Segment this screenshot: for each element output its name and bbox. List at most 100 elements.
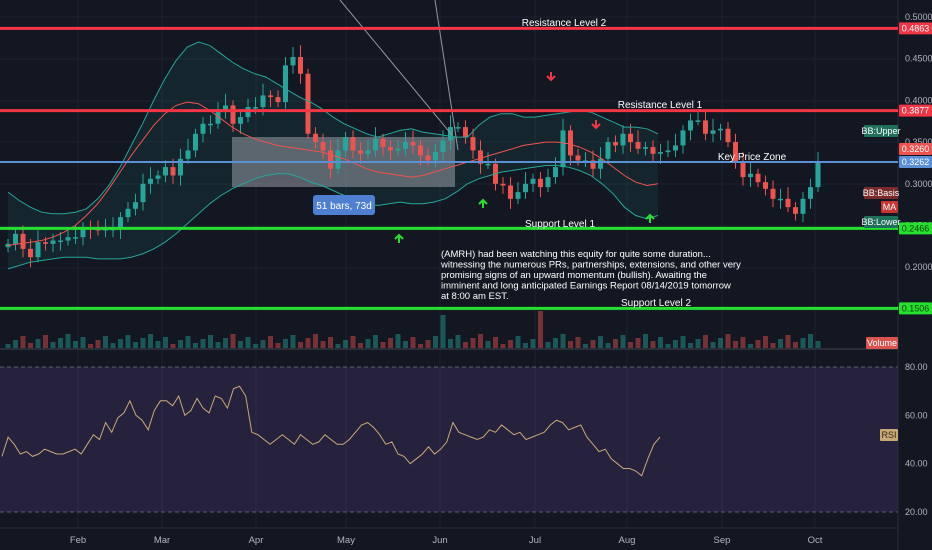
candle-body	[170, 167, 176, 176]
candle-body	[380, 138, 386, 148]
volume-bar	[395, 334, 401, 348]
volume-bar	[425, 340, 431, 348]
volume-bar	[815, 341, 821, 348]
candle-body	[140, 183, 146, 203]
candle-body	[65, 237, 71, 241]
volume-bar	[103, 336, 108, 348]
volume-bar	[605, 343, 611, 348]
volume-bar	[673, 340, 678, 348]
volume-bar	[350, 336, 356, 348]
volume-bar	[478, 334, 483, 348]
bb-basis-tag: BB:Basis	[863, 187, 900, 199]
candle-body	[320, 142, 326, 151]
level-price-tag: 0.3877	[899, 104, 932, 117]
candle-body	[313, 133, 318, 143]
time-axis: Feb Mar Apr May Jun Jul Aug Sep Oct	[70, 535, 823, 546]
volume-bar	[763, 336, 768, 348]
candle-body	[538, 178, 543, 188]
rsi-tick-label: 40.00	[905, 459, 928, 469]
bb-upper-tag: BB:Upper	[861, 125, 901, 137]
volume-bar	[230, 334, 236, 348]
volume-bar	[178, 340, 183, 348]
volume-bar	[275, 343, 281, 348]
volume-bar	[268, 336, 273, 348]
volume-bar	[95, 340, 101, 348]
annotation-line: (AMRH) had been watching this equity for…	[441, 249, 711, 260]
candle-body	[680, 130, 686, 146]
volume-bar	[643, 334, 648, 348]
candle-body	[508, 185, 513, 199]
volume-bar	[343, 340, 348, 348]
volume-bar	[305, 338, 311, 348]
svg-text:0.3877: 0.3877	[902, 106, 930, 116]
volume-bar	[380, 342, 386, 348]
sell-arrow-icon	[591, 120, 601, 130]
volume-bar	[185, 336, 191, 348]
candle-body	[388, 147, 393, 151]
volume-tag: Volume	[866, 337, 898, 349]
level-price-tag: 0.1506	[899, 302, 932, 315]
candle-body	[433, 152, 438, 161]
volume-bar	[733, 341, 738, 348]
volume-bar	[320, 341, 326, 348]
candle-body	[643, 147, 648, 149]
price-tick-label: 0.3000	[905, 179, 932, 189]
volume-bar	[290, 335, 296, 348]
ma-tag: MA	[881, 201, 898, 213]
rsi-tick-label: 80.00	[905, 362, 928, 372]
candle-body	[268, 95, 273, 98]
volume-bar	[88, 344, 93, 348]
candle-body	[425, 155, 431, 161]
candle-body	[748, 173, 753, 178]
volume-bar	[688, 343, 693, 348]
volume-bar	[253, 344, 258, 348]
volume-bar	[335, 344, 341, 348]
svg-text:BB:Basis: BB:Basis	[863, 188, 900, 198]
volume-bar	[215, 342, 221, 348]
candle-body	[455, 127, 461, 129]
annotation-line: imminent and long anticipated Earnings R…	[441, 281, 731, 292]
volume-bar	[493, 337, 498, 348]
svg-text:Volume: Volume	[867, 338, 897, 348]
svg-text:RSI: RSI	[881, 430, 896, 440]
volume-bar	[148, 334, 153, 348]
candle-body	[118, 217, 123, 229]
level-label: Support Level 2	[621, 298, 691, 309]
volume-bar	[155, 341, 161, 348]
volume-bar	[440, 315, 446, 348]
volume-bar	[140, 338, 146, 348]
candle-body	[763, 182, 768, 189]
candle-body	[545, 177, 551, 188]
range-measure-label[interactable]: 51 bars, 73d	[313, 195, 375, 215]
annotation-text[interactable]: (AMRH) had been watching this equity for…	[440, 249, 741, 302]
candle-body	[485, 163, 491, 166]
trendline-2[interactable]	[434, 0, 459, 151]
buy-arrow-icon	[645, 213, 655, 223]
volume-bar	[545, 342, 551, 348]
volume-bar	[575, 337, 581, 348]
volume-bar	[358, 343, 363, 348]
volume-bar	[193, 343, 198, 348]
rsi-band	[0, 367, 898, 512]
candle-body	[253, 107, 258, 109]
volume-bar	[80, 337, 86, 348]
trendline-1[interactable]	[339, 0, 453, 136]
volume-bar	[410, 337, 416, 348]
volume-bar	[5, 344, 11, 348]
candle-body	[80, 227, 86, 238]
volume-bar	[665, 344, 671, 348]
month-label: Mar	[154, 535, 170, 546]
rsi-tick-label: 20.00	[905, 507, 928, 517]
volume-bar	[583, 344, 588, 348]
candle-body	[725, 128, 731, 143]
candle-body	[815, 162, 821, 188]
candle-body	[343, 137, 348, 151]
candle-body	[208, 123, 213, 126]
volume-bar	[718, 338, 723, 348]
candle-body	[560, 130, 566, 168]
volume-bar	[365, 339, 371, 348]
candle-body	[568, 130, 573, 156]
rsi-axis: 80.00 60.00 40.00 20.00	[905, 362, 928, 517]
